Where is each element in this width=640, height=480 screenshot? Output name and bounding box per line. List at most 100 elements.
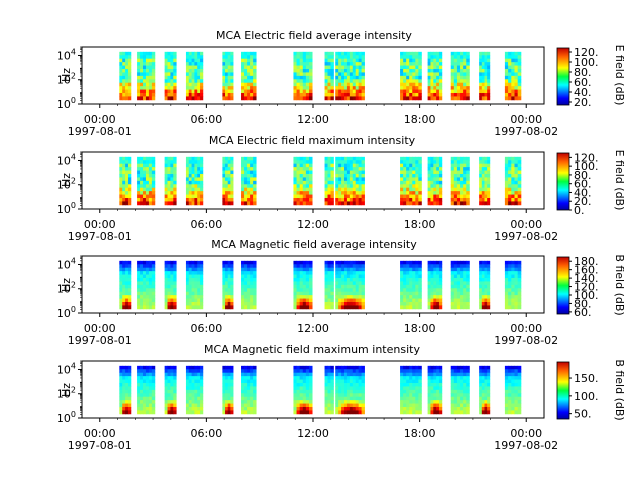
x-date-label: 1997-08-01	[68, 125, 132, 138]
colorbar-tick-label: 140.	[574, 272, 599, 285]
y-axis: 100 102 104	[57, 360, 82, 425]
colorbar-tick-label: 100.	[574, 390, 599, 403]
x-tick-label: 00:00	[84, 322, 116, 335]
x-date-label: 1997-08-01	[68, 334, 132, 347]
data-interval-block	[450, 365, 470, 415]
colorbar-label: B field (dB)	[613, 359, 626, 420]
y-tick-label: 104	[57, 361, 76, 376]
y-tick-label: 102	[57, 72, 76, 87]
data-interval-block	[479, 51, 491, 101]
heatmap-area	[119, 156, 522, 206]
y-tick-label: 102	[57, 281, 76, 296]
x-tick-label: 00:00	[84, 427, 116, 440]
x-date-label: 1997-08-01	[68, 439, 132, 452]
data-interval-block	[427, 260, 443, 310]
data-interval-block	[164, 51, 177, 101]
data-interval-block	[427, 365, 443, 415]
panel-title: MCA Magnetic field maximum intensity	[204, 343, 420, 356]
data-interval-block	[504, 365, 522, 415]
data-interval-block	[241, 365, 257, 415]
data-interval-block	[164, 365, 177, 415]
y-tick-label: 102	[57, 386, 76, 401]
data-interval-block	[450, 260, 470, 310]
y-tick-label: 104	[57, 152, 76, 167]
colorbar-gradient	[556, 256, 570, 315]
colorbar: 50. 100. 150.	[556, 361, 599, 421]
data-interval-block	[119, 260, 132, 310]
data-interval-block	[222, 365, 234, 415]
x-tick-label: 06:00	[191, 113, 223, 126]
data-interval-block	[400, 260, 422, 310]
x-tick-label: 18:00	[404, 113, 436, 126]
data-interval-block	[164, 156, 177, 206]
y-tick-label: 104	[57, 256, 76, 271]
colorbar-tick-label: 120.	[574, 46, 599, 59]
x-tick-label: 00:00	[510, 427, 542, 440]
x-tick-label: 00:00	[510, 218, 542, 231]
colorbar-tick-label: 160.	[574, 264, 599, 277]
colorbar-tick-label: 60.	[574, 306, 592, 319]
x-date-label: 1997-08-02	[494, 230, 558, 243]
data-interval-block	[450, 156, 470, 206]
colorbar-tick-label: 20.	[574, 195, 592, 208]
x-tick-label: 00:00	[84, 113, 116, 126]
colorbar-tick-label: 0.	[574, 204, 585, 217]
data-interval-block	[164, 260, 177, 310]
colorbar-tick-label: 80.	[574, 169, 592, 182]
y-axis-label: Hz	[60, 173, 73, 187]
data-interval-block	[241, 51, 257, 101]
y-axis-label: Hz	[60, 383, 73, 397]
colorbar-tick-label: 120.	[574, 281, 599, 294]
data-interval-block	[137, 51, 156, 101]
data-interval-block	[335, 51, 365, 101]
data-interval-block	[185, 365, 204, 415]
panel-e-field-maximum: MCA Electric field maximum intensity 100…	[57, 134, 626, 243]
x-tick-label: 00:00	[510, 113, 542, 126]
colorbar-tick-label: 150.	[574, 372, 599, 385]
data-interval-block	[185, 51, 204, 101]
data-interval-block	[504, 260, 522, 310]
colorbar-tick-label: 60.	[574, 76, 592, 89]
data-interval-block	[119, 51, 132, 101]
data-interval-block	[293, 51, 313, 101]
colorbar-tick-label: 120.	[574, 151, 599, 164]
data-interval-block	[479, 156, 491, 206]
colorbar-tick-label: 100.	[574, 56, 599, 69]
x-date-label: 1997-08-02	[494, 125, 558, 138]
data-interval-block	[222, 260, 234, 310]
data-interval-block	[293, 365, 313, 415]
data-interval-block	[222, 156, 234, 206]
colorbar-gradient	[556, 361, 570, 420]
y-tick-label: 104	[57, 47, 76, 62]
y-tick-label: 100	[57, 305, 76, 320]
data-interval-block	[479, 365, 491, 415]
panel-title: MCA Magnetic field average intensity	[211, 238, 417, 251]
data-interval-block	[185, 156, 204, 206]
x-tick-label: 06:00	[191, 427, 223, 440]
y-axis: 100 102 104	[57, 255, 82, 320]
data-interval-block	[137, 260, 156, 310]
data-interval-block	[119, 365, 132, 415]
colorbar-tick-label: 20.	[574, 96, 592, 109]
colorbar: 20.40.60.80.100.120.	[556, 46, 599, 109]
y-axis: 100 102 104	[57, 151, 82, 216]
data-interval-block	[335, 260, 365, 310]
colorbar-tick-label: 180.	[574, 255, 599, 268]
data-interval-block	[400, 51, 422, 101]
panel-b-field-maximum: MCA Magnetic field maximum intensity 100…	[57, 343, 626, 452]
colorbar-tick-label: 80.	[574, 66, 592, 79]
colorbar-label: E field (dB)	[613, 45, 626, 106]
heatmap-area	[119, 260, 522, 310]
heatmap-area	[119, 365, 522, 415]
y-tick-label: 100	[57, 410, 76, 425]
x-tick-label: 12:00	[297, 322, 329, 335]
data-interval-block	[479, 260, 491, 310]
panel-title: MCA Electric field maximum intensity	[209, 134, 416, 147]
colorbar-tick-label: 100.	[574, 289, 599, 302]
data-interval-block	[241, 260, 257, 310]
colorbar-tick-label: 40.	[574, 186, 592, 199]
colorbar: 0.20.40.60.80.100.120.	[556, 151, 599, 217]
